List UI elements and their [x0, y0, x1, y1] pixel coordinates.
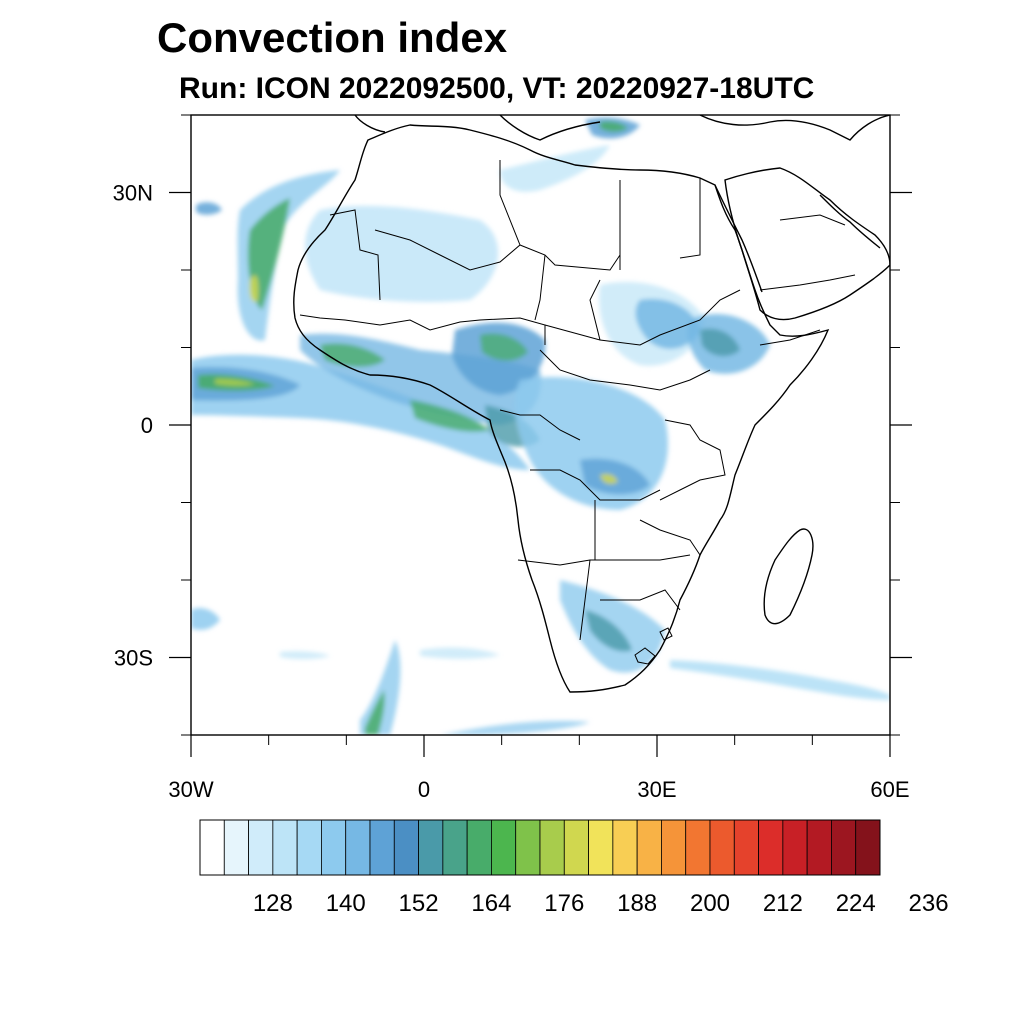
field-patch [480, 333, 528, 361]
border-line [594, 329, 821, 560]
colorbar-swatch [418, 819, 444, 876]
field-patch [514, 376, 668, 510]
field-patch [365, 690, 385, 735]
colorbar-swatch [612, 819, 638, 876]
colorbar-swatch [539, 819, 565, 876]
border-line [499, 160, 701, 270]
colorbar-swatch [466, 819, 492, 876]
lon-tick-label: 60E [870, 777, 909, 802]
colorbar-swatch [636, 819, 662, 876]
colorbar-label: 176 [544, 890, 584, 917]
colorbar-swatch [345, 819, 371, 876]
colorbar-swatch [661, 819, 687, 876]
madagascar-coastline [763, 528, 814, 625]
border-line [517, 554, 691, 641]
coastlines [293, 115, 890, 693]
colorbar-swatch [758, 819, 784, 876]
colorbar-label: 188 [617, 890, 657, 917]
field-patch [196, 202, 222, 215]
colorbar-swatch [491, 819, 517, 876]
field-patch [191, 608, 220, 630]
field-patch [305, 205, 499, 302]
colorbar-label: 236 [909, 890, 949, 917]
field-patch [585, 610, 632, 652]
lat-tick-label: 30N [113, 181, 153, 206]
gulf-coastline [819, 194, 881, 249]
colorbar-swatch [782, 819, 808, 876]
colorbar-swatch [199, 819, 225, 876]
colorbar-swatch [248, 819, 274, 876]
europe-coastline [354, 115, 890, 141]
colorbar-swatch [563, 819, 589, 876]
colorbar-swatch [588, 819, 614, 876]
colorbar-swatch [831, 819, 857, 876]
field-patch [670, 660, 890, 700]
lat-tick-label: 0 [141, 413, 153, 438]
convection-field [191, 117, 890, 735]
lon-tick-label: 0 [418, 777, 430, 802]
border-line [659, 419, 726, 501]
colorbar-swatch [733, 819, 759, 876]
field-patch [215, 378, 255, 386]
lat-tick-label: 30S [114, 646, 153, 671]
colorbar-swatch [685, 819, 711, 876]
colorbar-label: 164 [471, 890, 511, 917]
border-line [539, 279, 711, 391]
field-patch [580, 458, 650, 495]
colorbar-frame [199, 819, 881, 876]
colorbar-label: 152 [399, 890, 439, 917]
arabia-coastline [724, 167, 890, 321]
field-patch [248, 198, 290, 310]
lon-tick-label: 30E [637, 777, 676, 802]
red-sea-coastline [714, 184, 763, 293]
border-line [329, 209, 621, 301]
colorbar-label: 224 [836, 890, 876, 917]
field-patch [500, 145, 610, 192]
colorbar-label: 212 [763, 890, 803, 917]
field-patch [700, 328, 740, 357]
border-line [499, 409, 661, 501]
field-patch [360, 640, 401, 735]
colorbar-swatch [442, 819, 468, 876]
colorbar-swatch [515, 819, 541, 876]
colorbar-swatch [296, 819, 322, 876]
colorbar: 128 140 152 164 176 188 200 212 224 236 [199, 819, 949, 917]
field-patch [410, 400, 490, 432]
border-line [634, 627, 673, 665]
border-line [299, 314, 546, 345]
colorbar-label: 200 [690, 890, 730, 917]
field-patch [600, 121, 628, 132]
colorbar-label: 140 [326, 890, 366, 917]
colorbar-swatch [806, 819, 832, 876]
colorbar-swatch [393, 819, 419, 876]
colorbar-swatch [223, 819, 249, 876]
field-patch [280, 651, 330, 660]
lon-tick-label: 30W [168, 777, 213, 802]
chart-subtitle: Run: ICON 2022092500, VT: 20220927-18UTC [179, 72, 815, 105]
field-patch [420, 647, 500, 659]
field-patch [249, 275, 259, 302]
border-line [759, 214, 856, 291]
field-patch [635, 299, 700, 349]
colorbar-swatch [272, 819, 298, 876]
colorbar-swatch [855, 819, 881, 876]
chart-title: Convection index [157, 14, 508, 61]
colorbar-swatch [709, 819, 735, 876]
colorbar-swatch [321, 819, 347, 876]
field-patch [600, 473, 618, 484]
country-borders [299, 160, 856, 665]
colorbar-swatch [369, 819, 395, 876]
map-axes: 30N 0 30S 30W 0 30E 60E [113, 114, 912, 802]
colorbar-label: 128 [253, 890, 293, 917]
field-patch [440, 720, 590, 735]
africa-coastline [293, 124, 830, 693]
